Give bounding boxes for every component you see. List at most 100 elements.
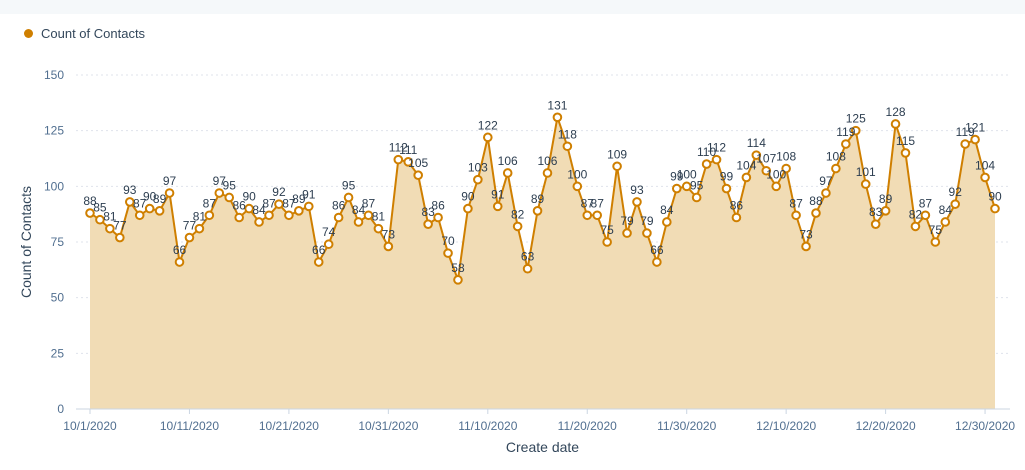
data-point[interactable] [204,210,215,221]
data-point[interactable] [492,201,503,212]
data-point[interactable] [522,263,533,274]
data-point[interactable] [632,197,642,207]
data-point[interactable] [333,212,344,223]
data-point[interactable] [850,125,861,136]
data-point[interactable] [363,210,374,221]
data-point[interactable] [512,221,523,232]
data-point[interactable] [124,197,135,207]
data-point[interactable] [383,241,394,252]
data-point[interactable] [900,148,911,158]
data-point[interactable] [244,203,254,214]
data-point[interactable] [751,150,762,160]
data-point[interactable] [423,219,433,229]
data-point[interactable] [950,199,961,209]
data-point[interactable] [154,206,165,216]
data-point[interactable] [473,174,483,185]
data-point[interactable] [164,188,175,198]
data-point[interactable] [294,206,304,216]
data-point[interactable] [721,183,732,194]
data-point[interactable] [671,183,682,194]
data-point[interactable] [711,154,722,165]
data-label: 97 [163,174,177,188]
data-point[interactable] [353,217,364,227]
data-point[interactable] [761,165,772,176]
data-point[interactable] [970,134,980,145]
data-point[interactable] [691,192,702,203]
data-point[interactable] [741,172,752,183]
data-point[interactable] [860,179,871,189]
data-point[interactable] [413,170,423,180]
data-point[interactable] [811,208,821,218]
data-point[interactable] [880,206,891,216]
data-point[interactable] [642,228,652,238]
data-point[interactable] [612,161,622,172]
data-point[interactable] [433,212,443,223]
data-point[interactable] [194,223,205,234]
data-point[interactable] [532,206,543,216]
data-point[interactable] [542,168,553,178]
data-point[interactable] [731,212,742,223]
data-point[interactable] [831,163,841,174]
data-point[interactable] [105,223,115,234]
data-point[interactable] [662,217,672,227]
data-point[interactable] [184,232,195,243]
data-point[interactable] [254,217,264,227]
data-point[interactable] [572,181,583,192]
data-point[interactable] [960,139,970,149]
data-point[interactable] [771,181,782,192]
data-point[interactable] [313,257,324,267]
x-tick-label: 11/20/2020 [558,419,617,433]
data-point[interactable] [821,188,831,198]
legend[interactable]: Count of Contacts [24,26,145,41]
data-point[interactable] [652,257,662,267]
data-point[interactable] [144,203,155,214]
data-point[interactable] [552,112,563,123]
data-point[interactable] [681,181,692,192]
data-label: 91 [491,187,505,201]
data-point[interactable] [622,228,632,238]
data-point[interactable] [85,208,95,218]
data-point[interactable] [781,163,791,174]
data-point[interactable] [373,223,384,234]
data-point[interactable] [274,199,284,209]
data-point[interactable] [870,219,881,229]
data-point[interactable] [990,203,1000,214]
data-point[interactable] [602,237,612,247]
data-point[interactable] [463,203,473,214]
data-point[interactable] [443,248,453,258]
data-point[interactable] [930,237,941,247]
data-point[interactable] [582,210,593,221]
x-axis-title: Create date [506,439,579,455]
data-label: 128 [886,105,906,119]
data-point[interactable] [980,172,990,183]
data-point[interactable] [284,210,294,221]
data-point[interactable] [890,119,901,129]
data-point[interactable] [343,192,354,203]
data-point[interactable] [592,210,602,221]
data-point[interactable] [224,192,235,203]
data-label: 87 [919,196,933,210]
data-point[interactable] [264,210,274,221]
data-point[interactable] [562,141,573,152]
data-point[interactable] [453,275,463,285]
data-point[interactable] [303,201,314,212]
data-point[interactable] [483,132,493,143]
data-point[interactable] [940,217,951,227]
data-point[interactable] [323,239,334,250]
data-point[interactable] [214,188,225,198]
data-point[interactable] [910,221,921,232]
data-point[interactable] [134,210,145,221]
x-tick-label: 12/20/2020 [856,419,916,433]
data-point[interactable] [841,139,851,149]
data-point[interactable] [174,257,185,267]
data-point[interactable] [234,212,244,223]
data-point[interactable] [95,214,105,225]
data-point[interactable] [393,154,404,165]
data-point[interactable] [801,241,811,252]
data-point[interactable] [115,232,125,243]
data-point[interactable] [791,210,801,221]
data-point[interactable] [403,157,414,167]
data-point[interactable] [502,168,513,178]
data-point[interactable] [920,210,931,221]
data-point[interactable] [701,159,712,169]
